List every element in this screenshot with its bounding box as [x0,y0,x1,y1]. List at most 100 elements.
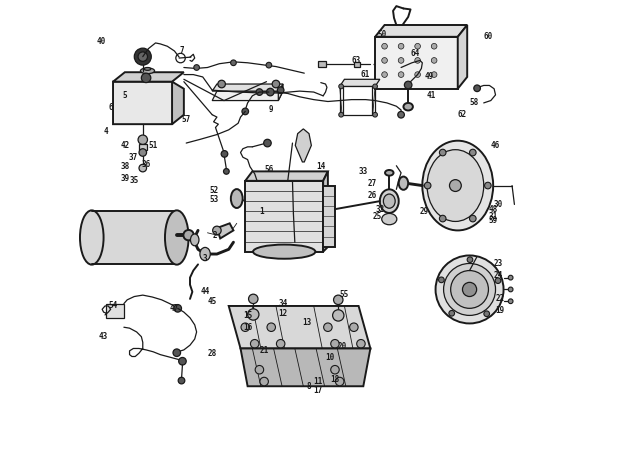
Circle shape [404,81,412,89]
Circle shape [495,278,501,284]
Circle shape [431,72,437,77]
Text: 49: 49 [425,73,434,81]
Bar [92,210,177,265]
Ellipse shape [231,189,243,208]
Text: 63: 63 [352,56,361,65]
Polygon shape [375,25,467,37]
Circle shape [324,323,332,332]
Text: 48: 48 [488,205,497,214]
Circle shape [462,282,476,296]
Circle shape [474,85,480,92]
Circle shape [331,365,339,374]
Circle shape [248,309,259,320]
Text: 20: 20 [337,342,347,351]
Ellipse shape [213,226,221,235]
Bar [318,61,326,67]
Text: 21: 21 [260,346,269,355]
Text: 19: 19 [496,306,505,315]
Polygon shape [278,84,283,101]
Text: 26: 26 [368,190,377,200]
Text: 11: 11 [314,377,323,386]
Circle shape [272,80,280,88]
Text: 38: 38 [120,162,129,171]
Text: 64: 64 [410,49,420,58]
Text: 41: 41 [427,91,436,100]
Circle shape [332,310,344,321]
Circle shape [398,57,404,63]
Circle shape [138,135,148,144]
Text: 54: 54 [108,302,117,311]
Text: 6: 6 [108,103,113,112]
Bar [340,86,375,115]
Ellipse shape [140,68,154,74]
Text: 17: 17 [314,387,323,396]
Text: 23: 23 [493,259,502,268]
Text: 42: 42 [120,141,129,150]
Ellipse shape [165,210,188,265]
Text: 57: 57 [182,115,191,124]
Text: 51: 51 [148,141,158,150]
Text: 18: 18 [330,375,339,384]
Circle shape [173,349,180,357]
Circle shape [508,299,513,304]
Polygon shape [172,82,184,124]
Circle shape [451,271,488,308]
Polygon shape [229,306,370,349]
Text: 39: 39 [120,174,129,183]
Circle shape [425,182,431,189]
Text: 55: 55 [340,290,349,299]
Text: 40: 40 [96,37,106,46]
Circle shape [439,277,444,283]
Ellipse shape [399,177,408,190]
Circle shape [339,84,344,89]
Text: 30: 30 [493,200,502,209]
Circle shape [218,80,226,88]
Ellipse shape [190,234,199,246]
Text: 43: 43 [99,332,108,341]
Ellipse shape [200,247,210,261]
Bar [139,144,146,150]
Circle shape [260,377,268,386]
Text: 50: 50 [378,30,387,39]
Text: 32: 32 [375,205,384,214]
Circle shape [436,256,504,323]
Circle shape [248,294,258,304]
Text: 58: 58 [470,98,479,107]
Text: 35: 35 [130,176,139,185]
Text: 13: 13 [302,318,311,327]
Text: 33: 33 [358,167,368,176]
Circle shape [398,43,404,49]
Circle shape [470,149,476,156]
Polygon shape [217,223,234,238]
Text: 59: 59 [488,217,497,226]
Circle shape [467,257,473,263]
Text: 10: 10 [326,353,335,362]
Text: 60: 60 [484,32,493,41]
Circle shape [339,113,344,117]
Polygon shape [113,82,179,124]
Circle shape [382,57,387,63]
Ellipse shape [427,150,484,221]
Bar [354,62,360,66]
Circle shape [276,340,285,348]
Circle shape [398,112,404,118]
Text: 16: 16 [243,323,252,332]
Text: 52: 52 [210,186,219,195]
Circle shape [444,264,496,315]
Ellipse shape [253,245,315,259]
Circle shape [485,182,491,189]
Circle shape [138,52,148,61]
Circle shape [431,57,437,63]
Text: 5: 5 [122,91,127,100]
Circle shape [334,295,343,304]
Circle shape [508,276,513,280]
Text: 34: 34 [278,299,287,308]
Circle shape [194,65,200,70]
Ellipse shape [422,141,493,230]
Text: 9: 9 [269,105,274,114]
Circle shape [508,287,513,292]
Circle shape [415,72,420,77]
Circle shape [415,57,420,63]
Polygon shape [240,349,370,386]
Text: 29: 29 [420,207,430,216]
